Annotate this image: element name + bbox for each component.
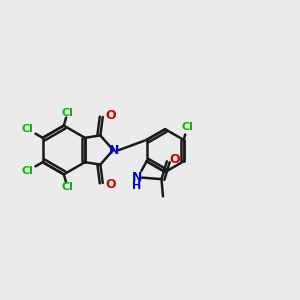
- Text: N: N: [132, 171, 142, 184]
- Text: N: N: [109, 143, 119, 157]
- Text: Cl: Cl: [21, 124, 33, 134]
- Text: O: O: [106, 178, 116, 191]
- Text: Cl: Cl: [21, 166, 33, 176]
- Text: O: O: [106, 109, 116, 122]
- Text: Cl: Cl: [181, 122, 193, 132]
- Text: O: O: [170, 153, 181, 166]
- Text: H: H: [133, 181, 142, 191]
- Text: Cl: Cl: [61, 182, 73, 192]
- Text: Cl: Cl: [61, 108, 73, 118]
